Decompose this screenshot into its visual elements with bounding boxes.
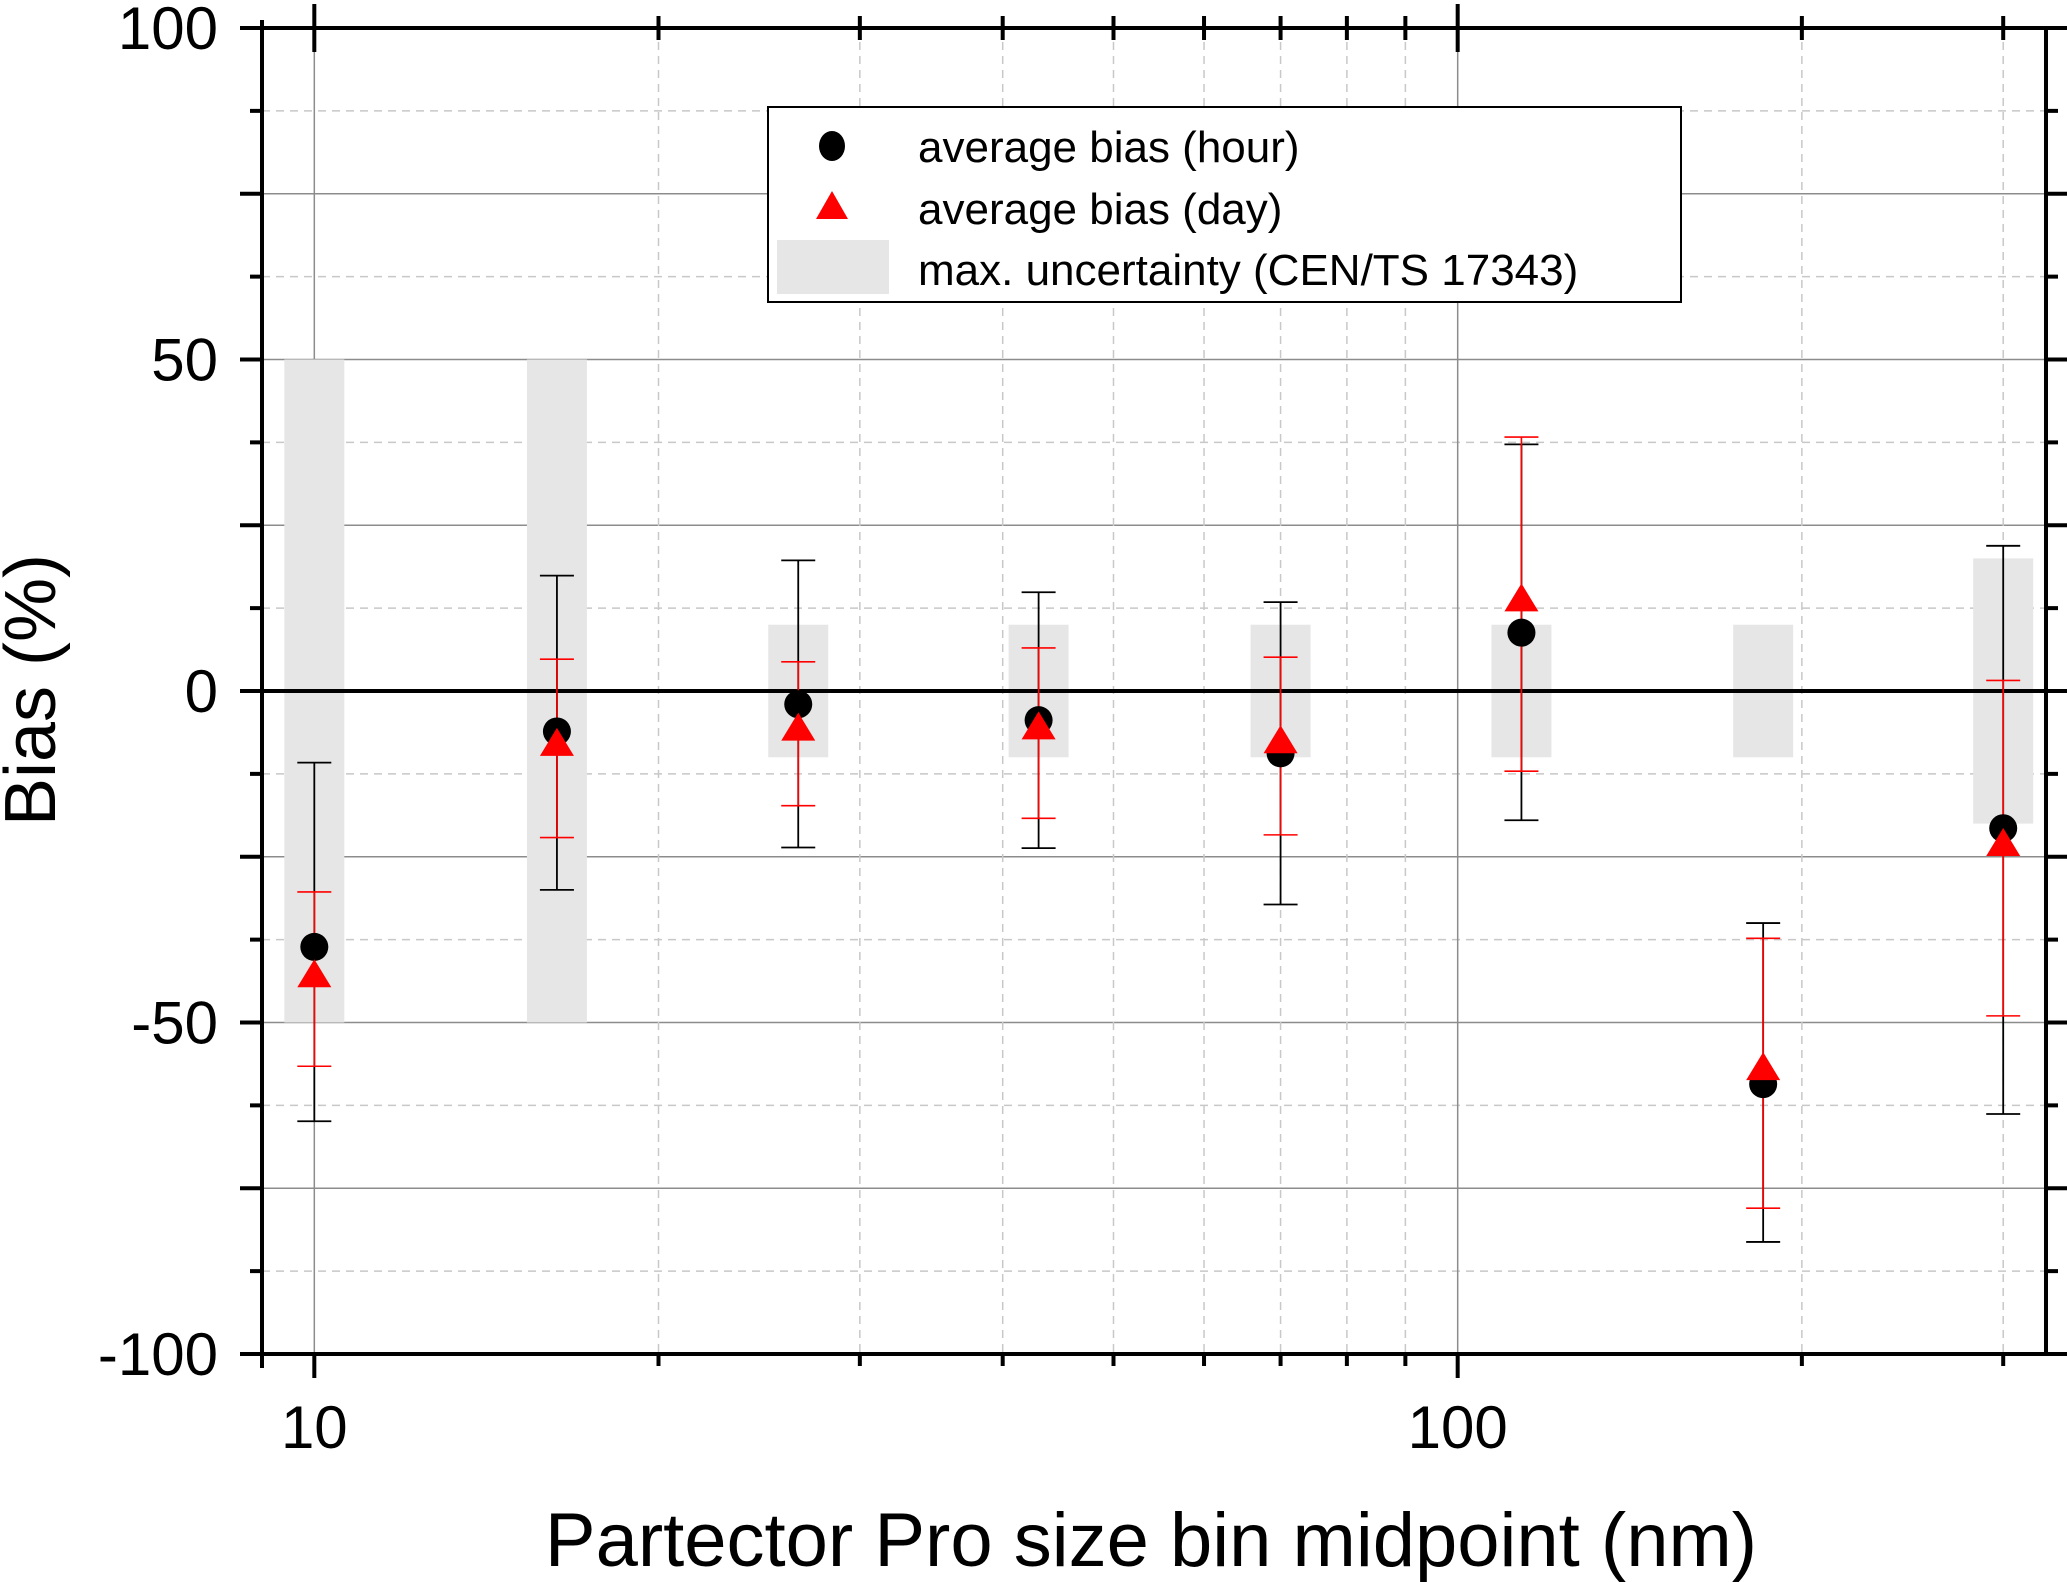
x-tick-label: 10 (281, 1394, 348, 1461)
triangle-marker (539, 727, 574, 756)
triangle-marker (297, 959, 332, 988)
y-tick-label: 0 (185, 658, 218, 725)
y-tick-label: 50 (151, 327, 218, 394)
legend-label: average bias (day) (918, 185, 1282, 234)
triangle-marker (1986, 828, 2021, 857)
circle-marker (784, 690, 813, 719)
triangle-marker (781, 712, 816, 741)
axes (240, 4, 2067, 1378)
triangle-marker (1746, 1052, 1781, 1081)
legend-label: max. uncertainty (CEN/TS 17343) (918, 246, 1578, 295)
legend-box (767, 106, 1682, 303)
markers (297, 583, 2021, 1099)
legend-label: average bias (hour) (918, 123, 1300, 172)
y-axis-title: Bias (%) (0, 554, 71, 826)
y-tick-label: -50 (131, 990, 218, 1057)
circle-marker (1507, 618, 1536, 647)
legend: average bias (hour) average bias (day) max… (767, 106, 1682, 303)
y-tick-label: 100 (118, 0, 218, 62)
y-tick-label: -100 (98, 1321, 218, 1388)
x-axis-title: Partector Pro size bin midpoint (nm) (545, 1498, 1757, 1582)
legend-rect-icon (777, 240, 889, 294)
legend-triangle-icon (816, 191, 848, 219)
circle-marker (300, 932, 329, 961)
legend-circle-icon (819, 131, 845, 161)
triangle-marker (1504, 583, 1539, 612)
tick-labels: -100 -50 0 50 100 10 100 (98, 0, 1508, 1461)
triangle-marker (1021, 711, 1056, 740)
triangle-marker (1263, 725, 1298, 754)
x-tick-label: 100 (1408, 1394, 1508, 1461)
